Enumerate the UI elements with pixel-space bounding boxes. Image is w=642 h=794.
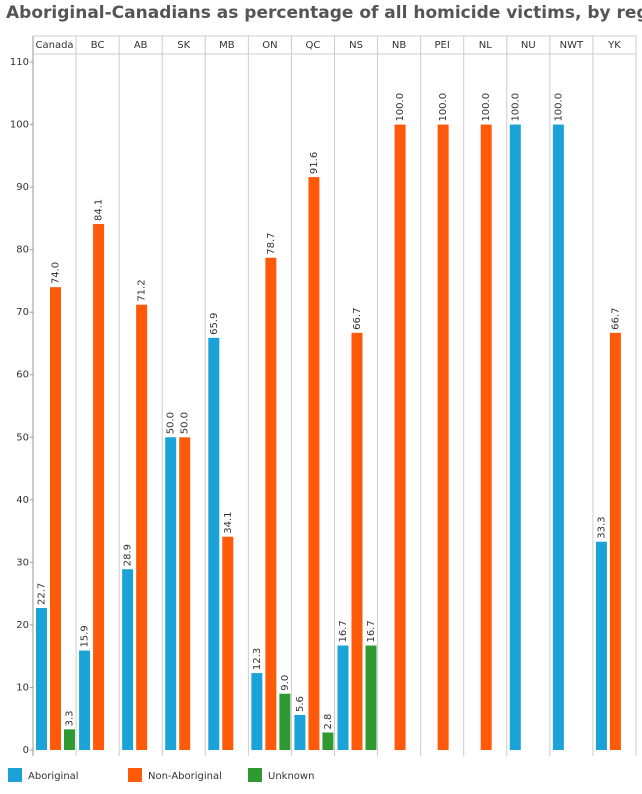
panel-label: NB bbox=[392, 40, 406, 51]
bar bbox=[208, 337, 220, 750]
legend-label: Unknown bbox=[268, 771, 314, 782]
bar bbox=[36, 608, 47, 750]
panel-label: PEI bbox=[435, 40, 450, 51]
value-label: 9.0 bbox=[280, 675, 291, 691]
legend-label: Non-Aboriginal bbox=[148, 771, 222, 782]
value-label: 15.9 bbox=[80, 625, 91, 647]
bar bbox=[279, 693, 291, 750]
bar bbox=[394, 124, 406, 750]
value-label: 100.0 bbox=[553, 93, 564, 122]
bar bbox=[337, 645, 349, 750]
value-label: 100.0 bbox=[395, 93, 406, 122]
bar bbox=[93, 223, 105, 750]
panel-label: AB bbox=[134, 40, 148, 51]
panel-label: NU bbox=[521, 40, 536, 51]
value-label: 12.3 bbox=[252, 648, 263, 670]
value-label: 50.0 bbox=[166, 412, 177, 434]
value-label: 34.1 bbox=[223, 511, 234, 533]
y-tick-label: 20 bbox=[16, 620, 29, 631]
value-label: 33.3 bbox=[596, 516, 607, 538]
y-tick-label: 50 bbox=[16, 432, 29, 443]
legend-swatch bbox=[128, 768, 142, 782]
value-label: 100.0 bbox=[438, 93, 449, 122]
legend-swatch bbox=[8, 768, 22, 782]
y-tick-label: 70 bbox=[16, 307, 29, 318]
bar bbox=[322, 732, 334, 750]
bar bbox=[351, 332, 363, 750]
bar bbox=[609, 332, 621, 750]
value-label: 71.2 bbox=[137, 279, 148, 301]
bar bbox=[122, 569, 134, 750]
bar bbox=[265, 257, 277, 750]
y-tick-label: 0 bbox=[23, 745, 29, 756]
bar bbox=[437, 124, 449, 750]
panel-label: NWT bbox=[560, 40, 584, 51]
bar bbox=[179, 437, 191, 750]
panel-label: QC bbox=[306, 40, 321, 51]
panel-label: NL bbox=[479, 40, 492, 51]
value-label: 84.1 bbox=[94, 199, 105, 221]
value-label: 100.0 bbox=[481, 93, 492, 122]
value-label: 66.7 bbox=[610, 308, 621, 330]
legend-swatch bbox=[248, 768, 262, 782]
bar bbox=[365, 645, 377, 750]
bar bbox=[222, 536, 234, 750]
value-label: 22.7 bbox=[37, 583, 48, 605]
bar bbox=[294, 714, 306, 750]
bar bbox=[480, 124, 492, 750]
value-label: 91.6 bbox=[309, 152, 320, 174]
legend-label: Aboriginal bbox=[28, 771, 79, 782]
y-tick-label: 10 bbox=[16, 682, 29, 693]
value-label: 50.0 bbox=[180, 412, 191, 434]
value-label: 100.0 bbox=[510, 93, 521, 122]
value-label: 28.9 bbox=[123, 544, 134, 566]
value-label: 66.7 bbox=[352, 308, 363, 330]
value-label: 65.9 bbox=[209, 313, 220, 335]
value-label: 3.3 bbox=[65, 710, 76, 726]
bar bbox=[165, 437, 177, 750]
bar bbox=[552, 124, 564, 750]
y-tick-label: 100 bbox=[10, 120, 29, 131]
bar bbox=[136, 304, 148, 750]
y-tick-label: 90 bbox=[16, 182, 29, 193]
bar bbox=[308, 177, 320, 751]
bar bbox=[595, 541, 607, 750]
value-label: 5.6 bbox=[295, 696, 306, 712]
value-label: 78.7 bbox=[266, 233, 277, 255]
panel-label: SK bbox=[177, 40, 190, 51]
y-tick-label: 110 bbox=[10, 57, 29, 68]
bar bbox=[50, 287, 61, 750]
value-label: 16.7 bbox=[366, 620, 377, 642]
bar bbox=[79, 650, 91, 750]
y-tick-label: 40 bbox=[16, 495, 29, 506]
y-tick-label: 60 bbox=[16, 370, 29, 381]
value-label: 16.7 bbox=[338, 620, 349, 642]
bar bbox=[64, 729, 75, 750]
value-label: 74.0 bbox=[51, 262, 62, 284]
y-tick-label: 80 bbox=[16, 245, 29, 256]
bar bbox=[251, 673, 263, 750]
panel-label: BC bbox=[91, 40, 105, 51]
bar bbox=[509, 124, 521, 750]
panel-label: MB bbox=[219, 40, 235, 51]
chart-title: Aboriginal-Canadians as percentage of al… bbox=[6, 3, 642, 23]
panel-label: ON bbox=[262, 40, 277, 51]
panel-label: YK bbox=[607, 40, 621, 51]
value-label: 2.8 bbox=[323, 714, 334, 730]
panel-label: Canada bbox=[36, 40, 74, 51]
y-tick-label: 30 bbox=[16, 557, 29, 568]
panel-label: NS bbox=[349, 40, 363, 51]
